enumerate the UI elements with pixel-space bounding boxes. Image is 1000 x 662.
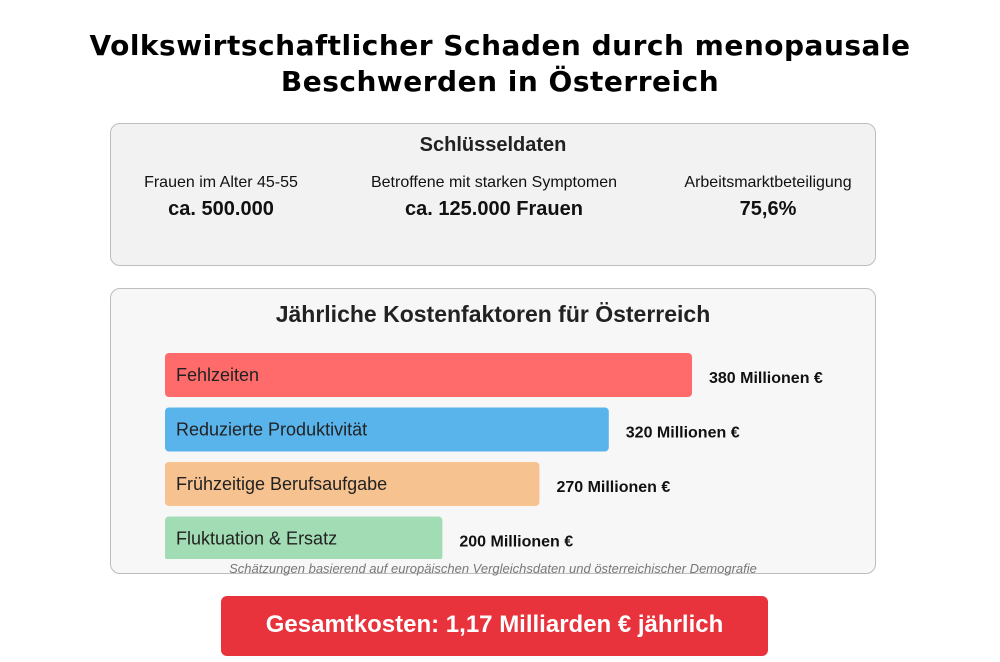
stat-value: 75,6%	[739, 198, 797, 220]
stat-value: ca. 125.000 Frauen	[405, 198, 583, 220]
key-data-card: Schlüsseldaten Frauen im Alter 45-55 ca.…	[110, 123, 876, 266]
bar-2	[165, 462, 540, 506]
bar-value-label: 200 Millionen €	[459, 534, 573, 551]
bar-value-label: 380 Millionen €	[709, 370, 823, 387]
stat-women-age: Frauen im Alter 45-55 ca. 500.000	[111, 174, 331, 221]
bar-value-label: 320 Millionen €	[626, 425, 740, 442]
bar-1	[165, 407, 609, 452]
bar-category-label: Fehlzeiten	[176, 365, 259, 385]
stat-label: Betroffene mit starken Symptomen	[370, 174, 618, 191]
stat-label: Frauen im Alter 45-55	[144, 174, 298, 191]
bar-value-label: 270 Millionen €	[556, 479, 670, 496]
stat-value: ca. 500.000	[168, 198, 274, 220]
page-title: Volkswirtschaftlicher Schaden durch meno…	[0, 28, 1000, 100]
page-title-line: Volkswirtschaftlicher Schaden durch meno…	[89, 29, 911, 98]
stat-label: Arbeitsmarktbeteiligung	[684, 174, 852, 191]
key-data-heading: Schlüsseldaten	[419, 134, 567, 156]
stat-affected: Betroffene mit starken Symptomen ca. 125…	[341, 174, 647, 221]
bar-0	[165, 353, 692, 397]
total-cost-banner: Gesamtkosten: 1,17 Milliarden € jährlich	[221, 596, 768, 656]
bar-category-label: Frühzeitige Berufsaufgabe	[176, 474, 387, 494]
stat-labor-participation: Arbeitsmarktbeteiligung 75,6%	[657, 174, 879, 221]
source-note: Schätzungen basierend auf europäischen V…	[229, 561, 757, 576]
cost-bar-chart: Fehlzeiten 380 Millionen € Reduzierte Prod…	[165, 353, 823, 559]
bar-category-label: Reduzierte Produktivität	[176, 420, 367, 440]
cost-factors-card: Jährliche Kostenfaktoren für Österreich …	[110, 288, 876, 576]
bar-3	[165, 516, 443, 559]
bar-category-label: Fluktuation & Ersatz	[176, 529, 337, 549]
cost-factors-heading: Jährliche Kostenfaktoren für Österreich	[275, 301, 711, 327]
